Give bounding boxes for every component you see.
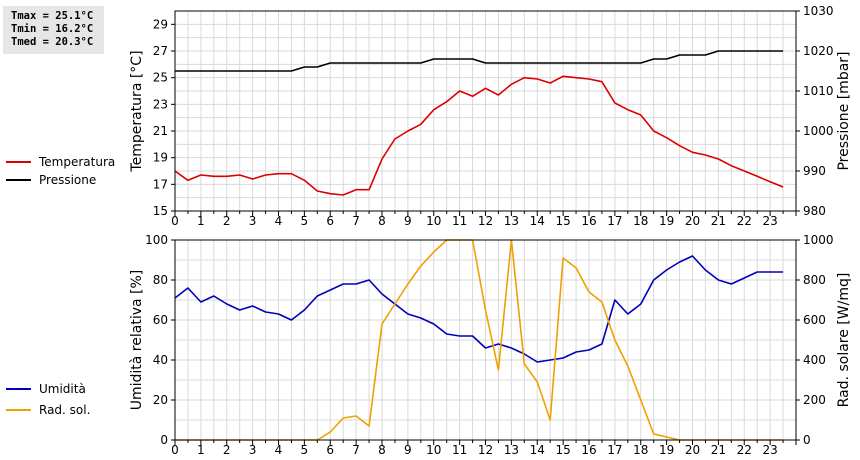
chart1-x-tick-label: 11 (452, 214, 467, 228)
chart1-y-tick-label: 27 (153, 44, 168, 58)
chart1-y2-tick-label: 980 (803, 204, 826, 218)
chart2-x-tick-label: 22 (737, 443, 752, 457)
tmed-text: Tmed = 20.3°C (11, 36, 94, 48)
chart1-x-tick-label: 19 (659, 214, 674, 228)
chart2-x-tick-label: 16 (581, 443, 596, 457)
chart2-x-tick-label: 9 (404, 443, 412, 457)
chart1-series-temperatura (174, 75, 784, 196)
chart1-x-tick-label: 16 (581, 214, 596, 228)
chart1-x-tick-label: 23 (762, 214, 777, 228)
chart2-x-tick-label: 5 (301, 443, 309, 457)
chart1-x-tick-label: 12 (478, 214, 493, 228)
chart1-x-tick-label: 5 (301, 214, 309, 228)
chart2-x-tick-label: 23 (762, 443, 777, 457)
chart1-y2-axis-label: Pressione [mbar] (836, 51, 852, 170)
chart2-y-tick-label: 80 (153, 273, 168, 287)
chart1-y-tick-label: 19 (153, 151, 168, 165)
chart2-x-tick-label: 13 (504, 443, 519, 457)
chart2-y-tick-label: 20 (153, 393, 168, 407)
chart1-y-tick-label: 17 (153, 177, 168, 191)
chart2-x-tick-label: 8 (378, 443, 386, 457)
chart2-y2-tick-label: 600 (803, 313, 826, 327)
chart2-y-tick-label: 40 (153, 353, 168, 367)
chart2-x-tick-label: 21 (711, 443, 726, 457)
chart1-y2-tick-label: 1020 (803, 44, 834, 58)
chart1-x-tick-label: 13 (504, 214, 519, 228)
chart1-y-tick-label: 15 (153, 204, 168, 218)
chart2-y-tick-label: 100 (145, 233, 168, 247)
chart1-x-tick-label: 10 (426, 214, 441, 228)
chart2-y2-tick-label: 0 (803, 433, 811, 447)
chart2-x-tick-label: 14 (530, 443, 545, 457)
chart2-x-tick-label: 17 (607, 443, 622, 457)
chart2-x-tick-label: 10 (426, 443, 441, 457)
chart1-x-tick-label: 2 (223, 214, 231, 228)
chart2-x-tick-label: 15 (555, 443, 570, 457)
chart2-y2-tick-label: 1000 (803, 233, 834, 247)
chart1-x-tick-label: 6 (326, 214, 334, 228)
chart1-x-tick-label: 7 (352, 214, 360, 228)
chart1-y2-tick-label: 1030 (803, 4, 834, 18)
chart2-x-tick-label: 19 (659, 443, 674, 457)
chart1-x-tick-label: 18 (633, 214, 648, 228)
chart2-x-tick-label: 20 (685, 443, 700, 457)
chart1-y-tick-label: 23 (153, 97, 168, 111)
chart2-y2-tick-label: 400 (803, 353, 826, 367)
chart1-x-tick-label: 15 (555, 214, 570, 228)
chart2-y2-axis-label: Rad. solare [W/mq] (836, 273, 852, 408)
chart1-y-tick-label: 25 (153, 71, 168, 85)
chart1-y-axis-label: Temperatura [°C] (129, 50, 145, 172)
chart1-x-tick-label: 22 (737, 214, 752, 228)
chart1-legend-label-temperatura: Temperatura (38, 155, 115, 169)
chart2-x-tick-label: 3 (249, 443, 257, 457)
chart1-x-tick-label: 4 (275, 214, 283, 228)
chart2-x-tick-label: 4 (275, 443, 283, 457)
chart1-y2-tick-label: 1000 (803, 124, 834, 138)
chart2-legend-label-rad-sol: Rad. sol. (39, 403, 90, 417)
chart1-x-tick-label: 21 (711, 214, 726, 228)
chart1-y-tick-label: 21 (153, 124, 168, 138)
chart2-y-axis-label: Umidità relativa [%] (129, 270, 145, 411)
tmax-text: Tmax = 25.1°C (11, 10, 94, 22)
chart1-y-tick-label: 29 (153, 17, 168, 31)
chart2-x-tick-label: 1 (197, 443, 205, 457)
chart1-x-tick-label: 14 (530, 214, 545, 228)
chart1-x-tick-label: 9 (404, 214, 412, 228)
chart2-y2-tick-label: 200 (803, 393, 826, 407)
chart1-y2-tick-label: 1010 (803, 84, 834, 98)
chart1-legend-label-pressione: Pressione (39, 173, 96, 187)
chart2-x-tick-label: 0 (171, 443, 179, 457)
chart2-x-tick-label: 7 (352, 443, 360, 457)
chart2-x-tick-label: 11 (452, 443, 467, 457)
chart1-x-tick-label: 17 (607, 214, 622, 228)
chart2-x-tick-label: 2 (223, 443, 231, 457)
stats-box: Tmax = 25.1°C Tmin = 16.2°C Tmed = 20.3°… (3, 6, 104, 54)
chart2-series-umidit (174, 255, 784, 363)
chart1-x-tick-label: 1 (197, 214, 205, 228)
chart1-x-tick-label: 0 (171, 214, 179, 228)
tmin-text: Tmin = 16.2°C (11, 23, 94, 35)
chart1-y2-tick-label: 990 (803, 164, 826, 178)
chart1-series-pressione (175, 50, 784, 72)
chart2-legend-label-umidit: Umidità (39, 382, 86, 396)
chart2-y2-tick-label: 800 (803, 273, 826, 287)
chart1-x-tick-label: 20 (685, 214, 700, 228)
chart1-x-tick-label: 3 (249, 214, 257, 228)
chart2-y-tick-label: 0 (160, 433, 168, 447)
chart2-x-tick-label: 12 (478, 443, 493, 457)
chart2-x-tick-label: 6 (326, 443, 334, 457)
chart2-x-tick-label: 18 (633, 443, 648, 457)
chart1-x-tick-label: 8 (378, 214, 386, 228)
chart2-y-tick-label: 60 (153, 313, 168, 327)
